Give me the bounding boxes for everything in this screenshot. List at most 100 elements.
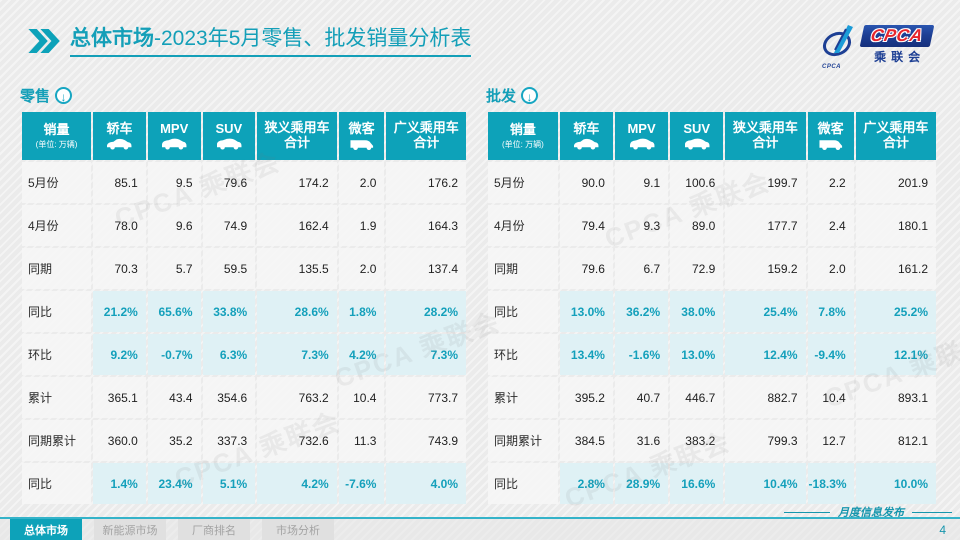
table-cell: 11.3: [338, 420, 385, 461]
table-row: 同比 2.8% 28.9% 16.6% 10.4% -18.3% 10.0%: [488, 463, 936, 504]
header-cell: 狭义乘用车 合计: [725, 112, 806, 160]
table-cell: 40.7: [614, 377, 669, 418]
retail-section: 零售 ↓ 销量 (单位: 万辆) 轿车 MPV SUV 狭义乘用车 合计 微客 广义乘用车 合计 5…: [20, 84, 468, 506]
down-arrow-icon: ↓: [55, 86, 73, 104]
table-cell: 79.4: [559, 205, 613, 246]
table-row: 4月份 79.4 9.3 89.0 177.7 2.4 180.1: [488, 205, 936, 246]
table-cell: 78.0: [93, 205, 146, 246]
table-cell: 10.0%: [855, 463, 936, 504]
table-cell: 2.2: [807, 162, 854, 203]
table-cell: 9.3: [614, 205, 669, 246]
down-arrow-icon: ↓: [521, 86, 539, 104]
table-cell: 177.7: [725, 205, 806, 246]
table-cell: 6.7: [614, 248, 669, 289]
table-cell: 446.7: [670, 377, 724, 418]
row-label: 同期累计: [22, 420, 92, 461]
publication-note: 月度信息发布: [776, 504, 952, 520]
table-cell: 4.0%: [386, 463, 466, 504]
page-title-suffix: -2023年5月零售、批发销量分析表: [154, 27, 472, 50]
table-cell: 763.2: [257, 377, 337, 418]
retail-section-header: 零售 ↓: [20, 84, 468, 106]
table-cell: 2.0: [338, 162, 385, 203]
table-cell: 65.6%: [147, 291, 201, 332]
table-cell: 1.8%: [338, 291, 385, 332]
table-cell: 2.0: [807, 248, 854, 289]
table-row: 同比 1.4% 23.4% 5.1% 4.2% -7.6% 4.0%: [22, 463, 466, 504]
table-cell: 100.6: [670, 162, 724, 203]
table-cell: 79.6: [559, 248, 613, 289]
table-cell: 4.2%: [338, 334, 385, 375]
row-label: 累计: [22, 377, 92, 418]
table-cell: 4.2%: [257, 463, 337, 504]
table-cell: 812.1: [855, 420, 936, 461]
decor-line: [784, 511, 830, 513]
table-row: 5月份 90.0 9.1 100.6 199.7 2.2 201.9: [488, 162, 936, 203]
row-label: 环比: [488, 334, 558, 375]
table-cell: 23.4%: [147, 463, 201, 504]
table-cell: 28.6%: [257, 291, 337, 332]
footer-tabs: 总体市场 新能源市场 厂商排名 市场分析: [10, 519, 346, 540]
wholesale-section: 批发 ↓ 销量 (单位: 万辆) 轿车 MPV SUV 狭义乘用车 合计 微客 广义乘用车 合计 5…: [486, 84, 938, 506]
table-cell: 773.7: [386, 377, 466, 418]
row-label: 4月份: [488, 205, 558, 246]
table-cell: 28.2%: [386, 291, 466, 332]
row-label: 同比: [488, 291, 558, 332]
table-cell: 12.1%: [855, 334, 936, 375]
header: 总体市场-2023年5月零售、批发销量分析表: [28, 26, 472, 58]
table-cell: 732.6: [257, 420, 337, 461]
table-row: 同期累计 384.5 31.6 383.2 799.3 12.7 812.1: [488, 420, 936, 461]
table-cell: 161.2: [855, 248, 936, 289]
table-cell: 12.7: [807, 420, 854, 461]
table-cell: 5.1%: [202, 463, 256, 504]
table-cell: 9.1: [614, 162, 669, 203]
page-title: 总体市场-2023年5月零售、批发销量分析表: [70, 26, 472, 58]
table-cell: 383.2: [670, 420, 724, 461]
table-cell: 43.4: [147, 377, 201, 418]
table-cell: 35.2: [147, 420, 201, 461]
retail-section-label: 零售: [20, 87, 51, 105]
table-row: 环比 13.4% -1.6% 13.0% 12.4% -9.4% 12.1%: [488, 334, 936, 375]
table-cell: 25.2%: [855, 291, 936, 332]
footer-tab-市场分析[interactable]: 市场分析: [262, 519, 334, 540]
cpca-logo: CPCA CPCA 乘联会: [820, 20, 942, 70]
table-cell: -0.7%: [147, 334, 201, 375]
footer-tab-厂商排名[interactable]: 厂商排名: [178, 519, 250, 540]
footer-bar: 总体市场 新能源市场 厂商排名 市场分析: [0, 517, 960, 540]
row-label: 5月份: [22, 162, 92, 203]
van-icon: [808, 138, 854, 150]
table-cell: 10.4: [338, 377, 385, 418]
table-cell: 10.4%: [725, 463, 806, 504]
footer-tab-新能源市场[interactable]: 新能源市场: [94, 519, 166, 540]
header-cell: MPV: [614, 112, 669, 160]
table-cell: 89.0: [670, 205, 724, 246]
row-label: 同比: [22, 463, 92, 504]
row-label: 同比: [22, 291, 92, 332]
table-cell: 2.4: [807, 205, 854, 246]
table-cell: -1.6%: [614, 334, 669, 375]
table-cell: 162.4: [257, 205, 337, 246]
sedan-icon: [560, 138, 613, 150]
header-cell: 微客: [807, 112, 854, 160]
table-cell: 176.2: [386, 162, 466, 203]
header-cell: 狭义乘用车 合计: [257, 112, 337, 160]
table-cell: 7.3%: [257, 334, 337, 375]
table-cell: -7.6%: [338, 463, 385, 504]
row-label: 4月份: [22, 205, 92, 246]
header-cell: 轿车: [559, 112, 613, 160]
header-cell: MPV: [147, 112, 201, 160]
header-cell-sales: 销量 (单位: 万辆): [488, 112, 558, 160]
table-cell: 10.4: [807, 377, 854, 418]
table-cell: 74.9: [202, 205, 256, 246]
table-cell: 5.7: [147, 248, 201, 289]
table-cell: 25.4%: [725, 291, 806, 332]
table-cell: 159.2: [725, 248, 806, 289]
table-cell: 31.6: [614, 420, 669, 461]
table-cell: 13.0%: [559, 291, 613, 332]
footer-tab-总体市场[interactable]: 总体市场: [10, 519, 82, 540]
double-chevron-icon: [28, 29, 62, 58]
table-cell: 12.4%: [725, 334, 806, 375]
table-cell: 137.4: [386, 248, 466, 289]
table-cell: 164.3: [386, 205, 466, 246]
table-cell: 882.7: [725, 377, 806, 418]
